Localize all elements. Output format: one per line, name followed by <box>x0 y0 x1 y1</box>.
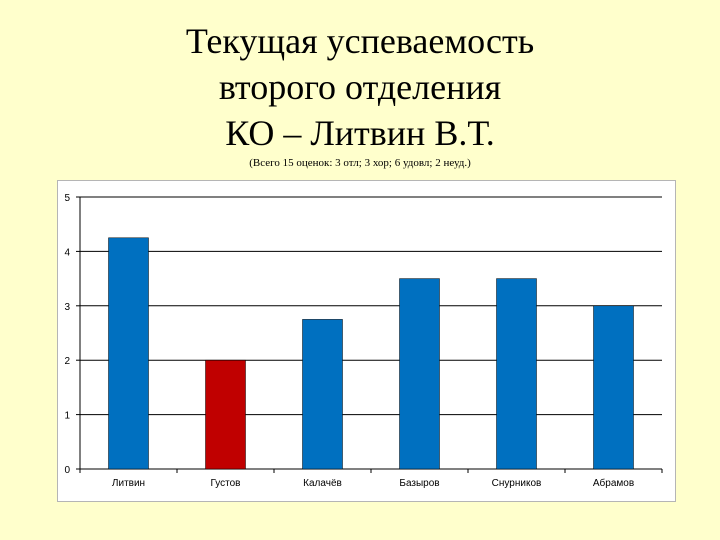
title-line-2: второго отделения <box>218 67 502 107</box>
slide-subtitle: (Всего 15 оценок: 3 отл; 3 хор; 6 удовл;… <box>249 157 471 169</box>
chart-area <box>57 180 676 502</box>
x-tick-label-2: Калачёв <box>303 478 342 489</box>
bar-5 <box>593 305 634 470</box>
slide-title: Текущая успеваемость второго отделения К… <box>120 18 600 156</box>
y-tick-label-5: 5 <box>64 193 70 204</box>
y-tick-label-1: 1 <box>64 411 70 422</box>
title-line-3: КО – Литвин В.Т. <box>225 113 495 153</box>
x-tick-label-5: Абрамов <box>593 477 634 489</box>
bar-chart: 0 1 2 3 4 5 Литвин Густов Калачёв Базыров Снурнико… <box>64 193 663 489</box>
x-tick-label-1: Густов <box>211 478 241 489</box>
x-tick-label-0: Литвин <box>112 478 145 489</box>
x-tick-label-3: Базыров <box>399 478 439 489</box>
y-tick-label-2: 2 <box>64 356 70 367</box>
title-line-1: Текущая успеваемость <box>185 21 535 61</box>
bar-4 <box>496 278 537 470</box>
y-tick-label-4: 4 <box>64 247 70 258</box>
x-tick-label-4: Снурников <box>492 478 542 489</box>
y-tick-label-3: 3 <box>64 302 70 313</box>
y-tick-label-0: 0 <box>64 465 70 476</box>
bar-1 <box>205 359 246 470</box>
bar-0 <box>108 237 149 470</box>
bar-2 <box>302 319 343 470</box>
bar-3 <box>399 278 440 470</box>
